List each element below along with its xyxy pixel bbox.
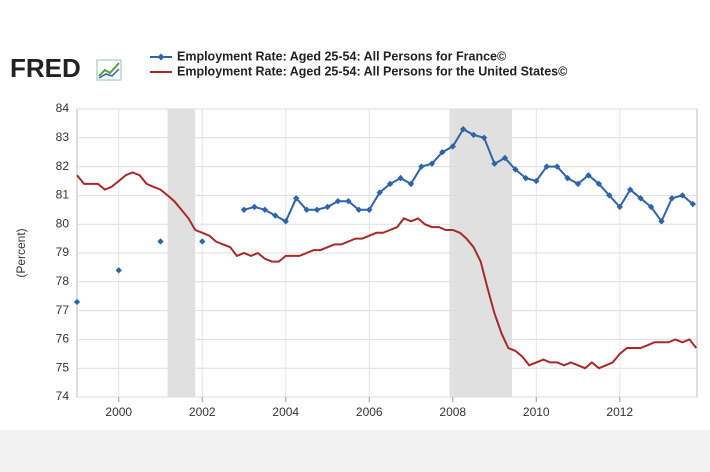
legend-label: Employment Rate: Aged 25-54: All Persons… xyxy=(177,64,568,78)
series-marker xyxy=(251,203,258,211)
logo-icon xyxy=(96,59,122,81)
series-marker xyxy=(282,218,289,225)
series-marker xyxy=(626,186,634,193)
y-tick-label: 80 xyxy=(56,216,70,230)
series-marker xyxy=(73,298,81,306)
series-marker xyxy=(459,125,467,133)
series-marker xyxy=(157,238,164,245)
x-tick-label: 2006 xyxy=(356,405,383,419)
y-tick-label: 77 xyxy=(56,303,70,317)
series-line xyxy=(76,171,697,370)
series-marker xyxy=(449,143,456,150)
series-marker xyxy=(376,189,383,196)
series-marker xyxy=(595,180,603,188)
series-marker xyxy=(679,192,686,199)
series-marker xyxy=(470,131,477,139)
series-marker xyxy=(689,200,697,208)
series-marker xyxy=(637,195,644,202)
y-tick-label: 79 xyxy=(56,245,70,259)
series-marker xyxy=(606,192,613,199)
series-marker xyxy=(292,195,300,202)
series-marker xyxy=(647,203,655,211)
series-marker xyxy=(366,206,373,213)
series-marker xyxy=(574,180,582,188)
series-marker xyxy=(397,174,404,182)
y-tick-label: 74 xyxy=(56,389,70,403)
y-tick-label: 76 xyxy=(56,332,70,346)
series-marker xyxy=(543,163,550,170)
series-marker xyxy=(407,180,415,188)
series-marker xyxy=(501,154,509,162)
y-tick-label: 75 xyxy=(56,360,70,374)
series-marker xyxy=(658,218,665,225)
series-marker xyxy=(272,212,279,219)
series-marker xyxy=(261,206,269,213)
y-tick-label: 83 xyxy=(56,130,70,144)
series-marker xyxy=(512,166,519,173)
logo: FRED xyxy=(10,53,81,83)
footer-band xyxy=(0,430,710,472)
series-marker xyxy=(199,238,206,245)
series-marker xyxy=(418,163,425,170)
series-marker xyxy=(533,177,540,185)
y-tick-label: 84 xyxy=(56,101,70,115)
x-tick-label: 2012 xyxy=(606,405,633,419)
series-marker xyxy=(386,180,394,188)
series-marker xyxy=(553,163,561,170)
series-marker xyxy=(334,197,342,205)
series-marker xyxy=(355,206,363,213)
series-marker xyxy=(585,172,592,179)
x-tick-label: 2000 xyxy=(105,405,132,419)
y-tick-label: 82 xyxy=(56,159,70,173)
y-tick-label: 78 xyxy=(56,274,70,288)
y-axis-label: (Percent) xyxy=(14,228,28,277)
series-marker xyxy=(564,174,571,182)
legend-label: Employment Rate: Aged 25-54: All Persons… xyxy=(177,49,507,63)
series-marker xyxy=(345,197,352,205)
x-tick-label: 2008 xyxy=(439,405,466,419)
series-marker xyxy=(491,160,498,167)
series-marker xyxy=(324,203,331,211)
logo-line xyxy=(98,68,120,79)
series-marker xyxy=(439,149,446,156)
x-tick-label: 2002 xyxy=(189,405,216,419)
series-marker xyxy=(616,203,623,211)
series-marker xyxy=(668,195,676,202)
logo-line xyxy=(98,62,120,77)
legend-marker xyxy=(157,53,165,61)
series-marker xyxy=(303,206,310,213)
x-tick-label: 2010 xyxy=(523,405,550,419)
series-marker xyxy=(240,206,248,213)
series-marker xyxy=(522,174,530,182)
series-marker xyxy=(428,160,436,167)
series-marker xyxy=(480,134,488,141)
series-marker xyxy=(313,206,321,213)
x-tick-label: 2004 xyxy=(272,405,299,419)
y-tick-label: 81 xyxy=(56,188,70,202)
series-marker xyxy=(115,267,122,274)
